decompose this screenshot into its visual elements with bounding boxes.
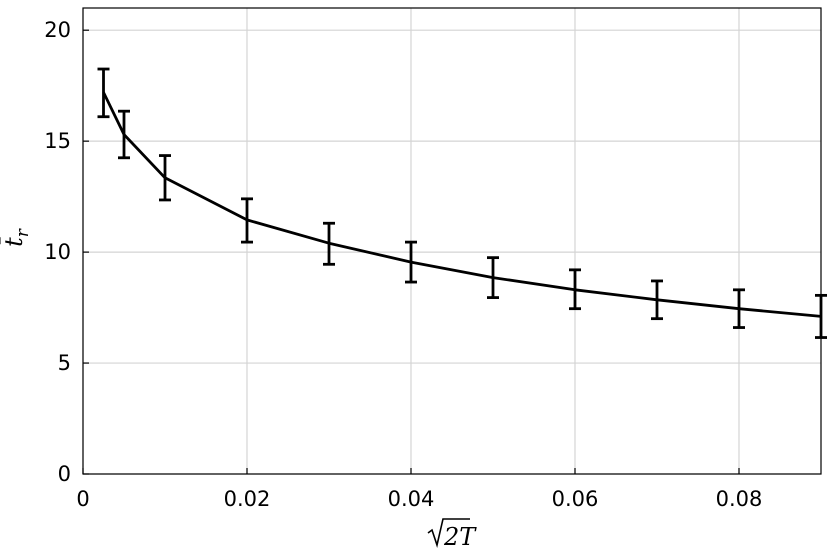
error-bar	[159, 154, 171, 202]
error-bar	[569, 268, 581, 311]
grid	[82, 8, 821, 475]
y-tick-label: 0	[58, 462, 71, 486]
y-axis-title: t̄r	[0, 228, 33, 247]
x-tick-label: 0.08	[716, 487, 763, 511]
x-tick-label: 0.04	[388, 487, 435, 511]
error-bar	[405, 240, 417, 284]
y-tick-label: 5	[58, 351, 71, 375]
error-bar	[323, 221, 335, 266]
error-bar	[97, 67, 110, 119]
error-bar	[651, 279, 663, 321]
error-bar	[118, 109, 130, 160]
error-bar	[815, 293, 827, 339]
error-bar	[487, 256, 499, 299]
series-group	[97, 67, 827, 339]
sqrt-sign	[427, 518, 470, 548]
error-bar	[733, 288, 745, 329]
x-tick-label: 0.02	[224, 487, 271, 511]
y-tick-label: 15	[44, 129, 71, 153]
error-bar	[241, 197, 253, 244]
y-axis-label: t̄r	[0, 228, 33, 247]
x-tick-label: 0	[76, 487, 89, 511]
plot-frame	[82, 7, 822, 475]
series-line	[102, 91, 822, 318]
x-tick-label: 0.06	[552, 487, 599, 511]
y-tick-label: 10	[44, 240, 71, 264]
y-tick-label: 20	[44, 18, 71, 42]
axis-ticks: 0 0.02 0.04 0.06 0.08 0 5 10 15 20	[44, 18, 762, 511]
x-axis-title: 2T	[427, 518, 477, 551]
x-axis-label: 2T	[443, 523, 477, 551]
